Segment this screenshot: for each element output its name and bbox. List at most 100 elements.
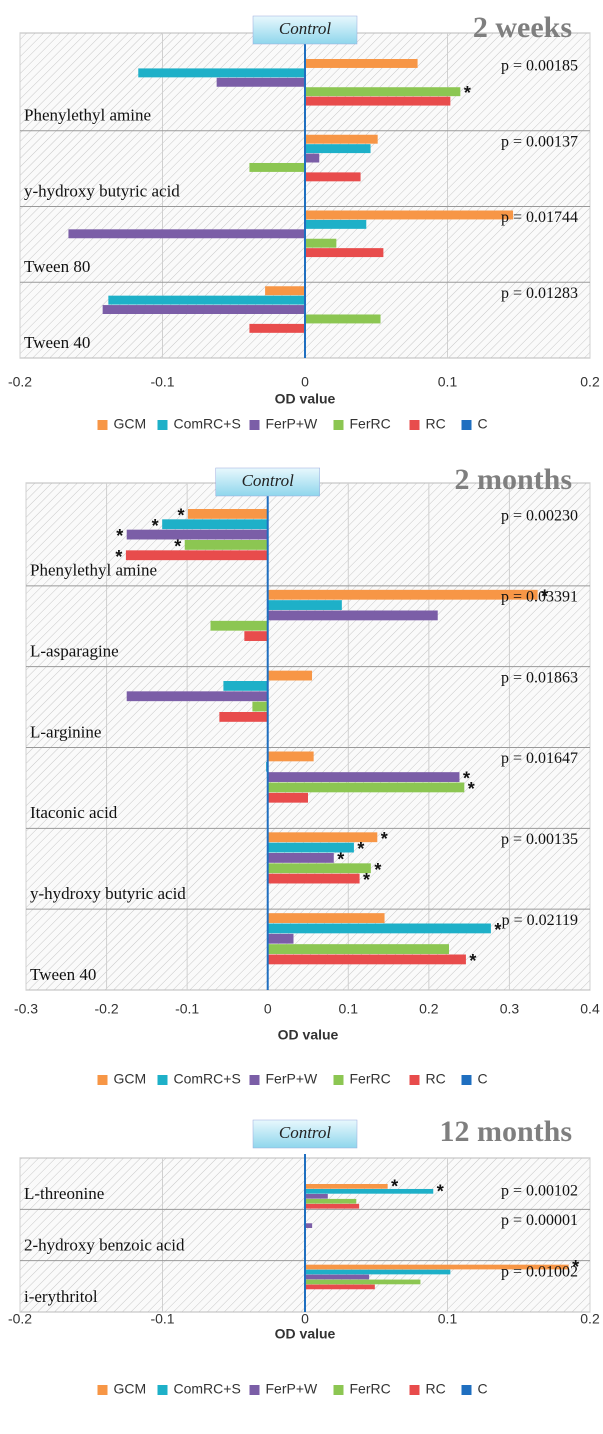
x-tick-label: -0.1	[175, 1001, 199, 1017]
p-value: p = 0.00001	[501, 1212, 578, 1229]
category-label: Phenylethyl amine	[24, 106, 151, 125]
control-label: Control	[279, 1123, 332, 1142]
significance-mark: *	[463, 769, 470, 789]
legend-swatch	[249, 1385, 260, 1395]
significance-mark: *	[177, 506, 184, 526]
x-tick-label: 0.1	[438, 1311, 458, 1327]
legend-swatch	[157, 1075, 168, 1085]
bar	[267, 600, 342, 610]
category-label: y-hydroxy butyric acid	[30, 884, 186, 903]
legend-label: GCM	[114, 1071, 147, 1087]
x-tick-label: -0.2	[8, 1311, 32, 1327]
bar	[305, 1188, 434, 1194]
legend-label: C	[478, 416, 488, 432]
x-axis-label: OD value	[275, 1326, 336, 1342]
legend-swatch	[461, 420, 472, 430]
bar	[244, 631, 268, 641]
category-label: Phenylethyl amine	[30, 561, 157, 580]
significance-mark: *	[468, 779, 475, 799]
significance-mark: *	[337, 850, 344, 870]
bar	[305, 210, 514, 220]
bar	[305, 172, 361, 182]
bar	[162, 519, 268, 530]
p-value: p = 0.00185	[501, 58, 578, 75]
bar	[305, 238, 337, 248]
bar	[252, 701, 268, 712]
bar	[267, 792, 308, 803]
chart-title: 2 months	[454, 463, 572, 496]
significance-mark: *	[541, 586, 548, 606]
control-box	[252, 15, 358, 45]
category-label: 2-hydroxy benzoic acid	[24, 1236, 185, 1255]
bar	[305, 314, 381, 324]
x-tick-label: -0.1	[150, 374, 174, 390]
legend-swatch	[157, 420, 168, 430]
category-label: L-threonine	[24, 1184, 104, 1203]
x-tick-label: 0.2	[580, 1311, 600, 1327]
p-value: p = 0.01002	[501, 1263, 578, 1280]
x-tick-label: 0.4	[580, 1001, 600, 1017]
bar	[305, 134, 378, 144]
bar	[305, 1203, 360, 1209]
bar	[68, 229, 305, 239]
bar	[249, 323, 305, 333]
bar	[216, 77, 305, 87]
control-box	[215, 467, 320, 497]
significance-mark: *	[464, 83, 471, 103]
x-tick-label: 0.1	[438, 374, 458, 390]
legend-label: FerP+W	[266, 1071, 319, 1087]
x-tick-label: -0.3	[14, 1001, 38, 1017]
legend-swatch	[249, 420, 260, 430]
p-value: p = 0.01283	[501, 285, 578, 302]
significance-mark: *	[381, 829, 388, 849]
bar	[267, 842, 354, 853]
bar	[267, 913, 385, 923]
x-tick-label: 0	[301, 374, 309, 390]
bar	[184, 540, 268, 550]
bar	[305, 1198, 357, 1204]
significance-mark: *	[152, 516, 159, 536]
significance-mark: *	[469, 951, 476, 971]
x-tick-label: 0.2	[580, 374, 600, 390]
x-axis-label: OD value	[278, 1027, 339, 1043]
x-tick-label: 0.3	[500, 1001, 520, 1017]
legend-swatch	[157, 1385, 168, 1395]
bar	[305, 87, 461, 97]
p-value: p = 0.01863	[501, 669, 578, 686]
legend-label: ComRC+S	[174, 1381, 241, 1397]
bar	[305, 248, 384, 258]
bar	[138, 68, 305, 78]
legend-swatch	[97, 1075, 108, 1085]
bar	[267, 933, 294, 944]
category-label: L-asparagine	[30, 642, 119, 661]
p-value: p = 0.03391	[501, 589, 578, 606]
significance-mark: *	[572, 1257, 579, 1277]
bar	[108, 295, 305, 305]
control-label: Control	[242, 471, 295, 490]
significance-mark: *	[437, 1181, 444, 1201]
p-value: p = 0.00230	[501, 508, 578, 525]
x-tick-label: -0.2	[8, 374, 32, 390]
x-axis-label: OD value	[275, 391, 336, 407]
x-tick-label: 0	[301, 1311, 309, 1327]
bar	[267, 954, 466, 965]
bar	[305, 144, 371, 154]
legend-label: RC	[426, 1381, 446, 1397]
bar	[267, 873, 360, 884]
plot-background	[25, 482, 591, 991]
x-tick-label: 0.1	[339, 1001, 359, 1017]
bar	[305, 1279, 421, 1285]
category-label: L-arginine	[30, 722, 101, 741]
bar	[267, 863, 371, 874]
x-tick-label: -0.2	[95, 1001, 119, 1017]
legend-label: FerRC	[350, 416, 391, 432]
bar	[267, 832, 378, 843]
bar	[267, 589, 538, 600]
bar	[223, 681, 268, 691]
bar	[305, 1223, 313, 1228]
chart-title: 2 weeks	[473, 11, 572, 44]
x-tick-label: -0.1	[150, 1311, 174, 1327]
category-label: y-hydroxy butyric acid	[24, 181, 180, 200]
p-value: p = 0.01744	[501, 209, 578, 226]
